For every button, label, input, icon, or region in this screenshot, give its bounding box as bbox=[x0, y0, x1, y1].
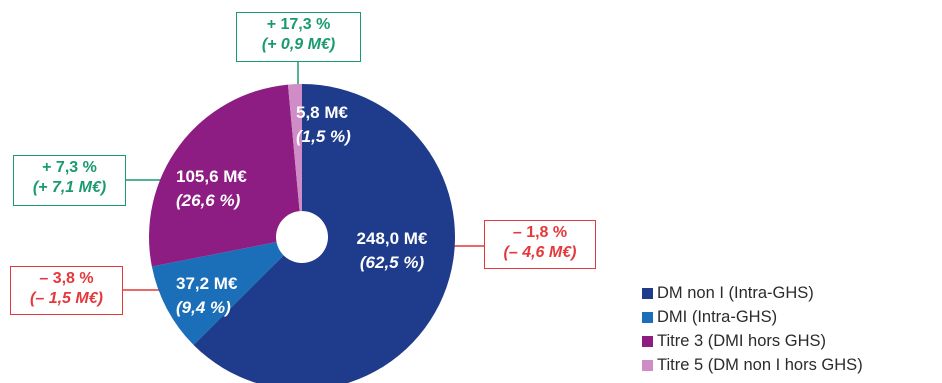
donut-slice bbox=[193, 84, 455, 383]
change-annotation-titre-3: + 7,3 % (+ 7,1 M€) bbox=[13, 155, 126, 206]
change-amount: (– 1,5 M€) bbox=[30, 290, 103, 307]
donut-slice bbox=[151, 242, 284, 345]
legend-label: DMI (Intra-GHS) bbox=[657, 307, 778, 326]
legend-item: Titre 5 (DM non I hors GHS) bbox=[642, 353, 863, 377]
legend-label: DM non I (Intra-GHS) bbox=[657, 283, 814, 302]
change-amount: (+ 0,9 M€) bbox=[261, 36, 336, 53]
slice-value-label: 37,2 M€ bbox=[176, 274, 238, 293]
slice-share-label: (9,4 %) bbox=[176, 298, 231, 317]
change-annotation-titre-5: + 17,3 % (+ 0,9 M€) bbox=[236, 12, 361, 62]
legend-item: DMI (Intra-GHS) bbox=[642, 305, 863, 329]
slice-value-label: 105,6 M€ bbox=[176, 167, 247, 186]
donut-slice bbox=[287, 84, 302, 212]
legend-swatch bbox=[642, 335, 653, 347]
slice-value-label: 248,0 M€ bbox=[357, 229, 428, 248]
legend-swatch bbox=[642, 311, 653, 323]
legend-swatch bbox=[642, 287, 653, 299]
change-pct: + 17,3 % bbox=[266, 16, 331, 33]
slice-value-label: 5,8 M€ bbox=[296, 103, 349, 122]
change-amount: (– 4,6 M€) bbox=[503, 244, 577, 261]
legend-item: Titre 3 (DMI hors GHS) bbox=[642, 329, 863, 353]
legend-label: Titre 3 (DMI hors GHS) bbox=[657, 331, 826, 350]
slice-share-label: (1,5 %) bbox=[296, 127, 351, 146]
change-annotation-dm-non-i: – 1,8 % (– 4,6 M€) bbox=[484, 220, 596, 269]
slice-share-label: (26,6 %) bbox=[176, 191, 241, 210]
change-amount: (+ 7,1 M€) bbox=[32, 179, 107, 196]
donut-slice bbox=[149, 84, 300, 267]
slice-share-label: (62,5 %) bbox=[360, 253, 425, 272]
change-annotation-dmi: – 3,8 % (– 1,5 M€) bbox=[10, 266, 123, 315]
legend-item: DM non I (Intra-GHS) bbox=[642, 281, 863, 305]
change-pct: – 1,8 % bbox=[512, 224, 568, 241]
change-pct: – 3,8 % bbox=[39, 270, 94, 287]
change-pct: + 7,3 % bbox=[42, 159, 97, 176]
legend-swatch bbox=[642, 359, 653, 371]
legend: DM non I (Intra-GHS) DMI (Intra-GHS) Tit… bbox=[642, 281, 863, 377]
legend-label: Titre 5 (DM non I hors GHS) bbox=[657, 355, 863, 374]
